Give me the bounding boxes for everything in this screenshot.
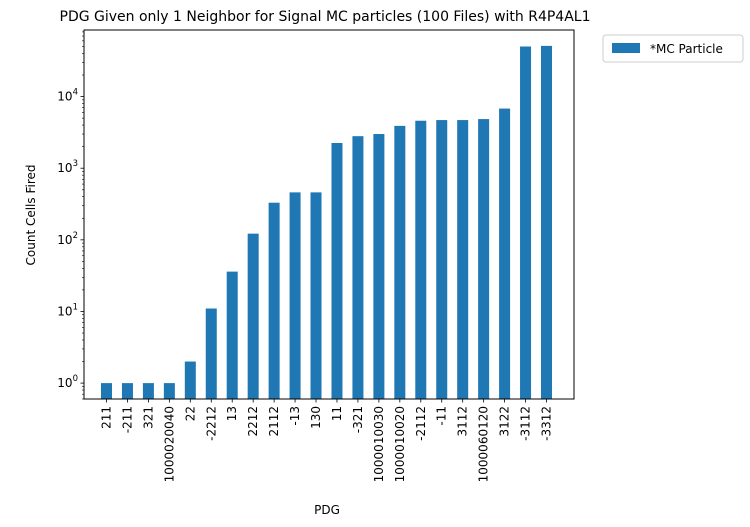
bar	[373, 134, 385, 399]
bar	[226, 271, 238, 399]
x-axis: 211 -211 321 1000020040 22 -2212 13 2212 2112 -13…	[100, 399, 554, 482]
bar	[415, 120, 427, 399]
x-tick-label: -13	[288, 406, 302, 426]
bar	[541, 45, 552, 399]
legend-label: *MC Particle	[650, 42, 723, 56]
bar	[247, 233, 259, 399]
bar	[331, 142, 343, 400]
bar	[457, 120, 469, 400]
bar	[184, 361, 196, 399]
x-tick-label: -2112	[414, 406, 428, 441]
bar	[142, 383, 154, 399]
x-tick-label: 22	[183, 406, 197, 421]
bar	[163, 383, 175, 399]
x-tick-label: -321	[351, 406, 365, 433]
bar	[205, 308, 217, 399]
legend-box	[602, 34, 744, 63]
bar	[352, 136, 364, 399]
bar	[394, 125, 406, 399]
x-tick-label: 321	[141, 406, 155, 429]
x-tick-label: 1000020040	[162, 406, 176, 482]
x-tick-label: 11	[330, 406, 344, 421]
y-tick-label: 103	[57, 159, 78, 175]
legend: *MC Particle	[602, 34, 744, 63]
legend-swatch	[612, 43, 640, 53]
x-axis-label: PDG	[314, 503, 340, 517]
x-tick-label: 2212	[246, 406, 260, 437]
bars-group	[101, 45, 552, 400]
y-axis-label: Count Cells Fired	[24, 165, 38, 266]
y-tick-label: 104	[57, 88, 78, 104]
bar	[121, 383, 133, 399]
chart-title: PDG Given only 1 Neighbor for Signal MC …	[60, 9, 591, 25]
x-tick-label: 1000010020	[393, 406, 407, 482]
x-tick-label: 3112	[456, 406, 470, 437]
bar	[268, 202, 280, 399]
bar	[499, 108, 511, 399]
bar	[436, 120, 448, 400]
y-tick-label: 100	[57, 374, 78, 390]
x-tick-label: 1000010030	[372, 406, 386, 482]
bar	[289, 192, 301, 399]
y-tick-label: 101	[57, 302, 78, 318]
x-tick-label: -211	[120, 406, 134, 433]
x-tick-label: 3122	[498, 406, 512, 437]
x-tick-label: 2112	[267, 406, 281, 437]
x-tick-label: 211	[100, 406, 114, 429]
x-tick-label: 130	[309, 406, 323, 429]
x-tick-label: 13	[225, 406, 239, 421]
x-tick-label: -11	[435, 406, 449, 426]
bar	[520, 46, 532, 399]
x-tick-label: -3112	[519, 406, 533, 441]
bar	[310, 192, 322, 399]
x-tick-label: 1000060120	[477, 406, 491, 482]
y-axis: 100 101 102 103 104	[57, 31, 84, 400]
plot-frame	[83, 29, 575, 400]
bar	[478, 119, 490, 400]
x-tick-label: -2212	[204, 406, 218, 441]
x-tick-label: -3312	[540, 406, 554, 441]
bar	[101, 383, 112, 399]
y-tick-label: 102	[57, 231, 78, 247]
